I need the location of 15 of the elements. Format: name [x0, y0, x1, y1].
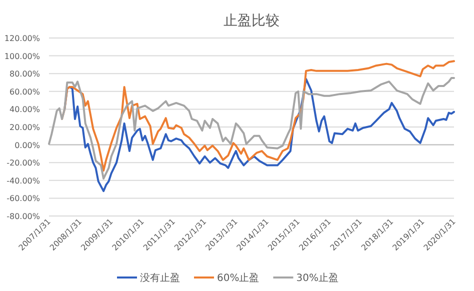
- y-tick-label: -20.00%: [6, 158, 40, 168]
- y-tick-label: 40.00%: [9, 105, 40, 114]
- y-tick-label: -60.00%: [6, 194, 40, 204]
- y-tick-label: 120.00%: [4, 34, 40, 43]
- y-tick-label: 0.00%: [14, 140, 40, 150]
- y-tick-label: 60.00%: [9, 87, 40, 96]
- y-tick-label: 80.00%: [9, 70, 40, 79]
- y-tick-label: -80.00%: [6, 212, 40, 221]
- y-tick-label: 100.00%: [4, 52, 40, 61]
- legend-label: 没有止盈: [140, 272, 180, 284]
- y-tick-label: -40.00%: [6, 176, 40, 186]
- chart-title: 止盈比较: [224, 13, 280, 29]
- legend-label: 30%止盈: [296, 272, 338, 284]
- legend-label: 60%止盈: [217, 272, 260, 284]
- y-tick-label: 20.00%: [9, 123, 40, 132]
